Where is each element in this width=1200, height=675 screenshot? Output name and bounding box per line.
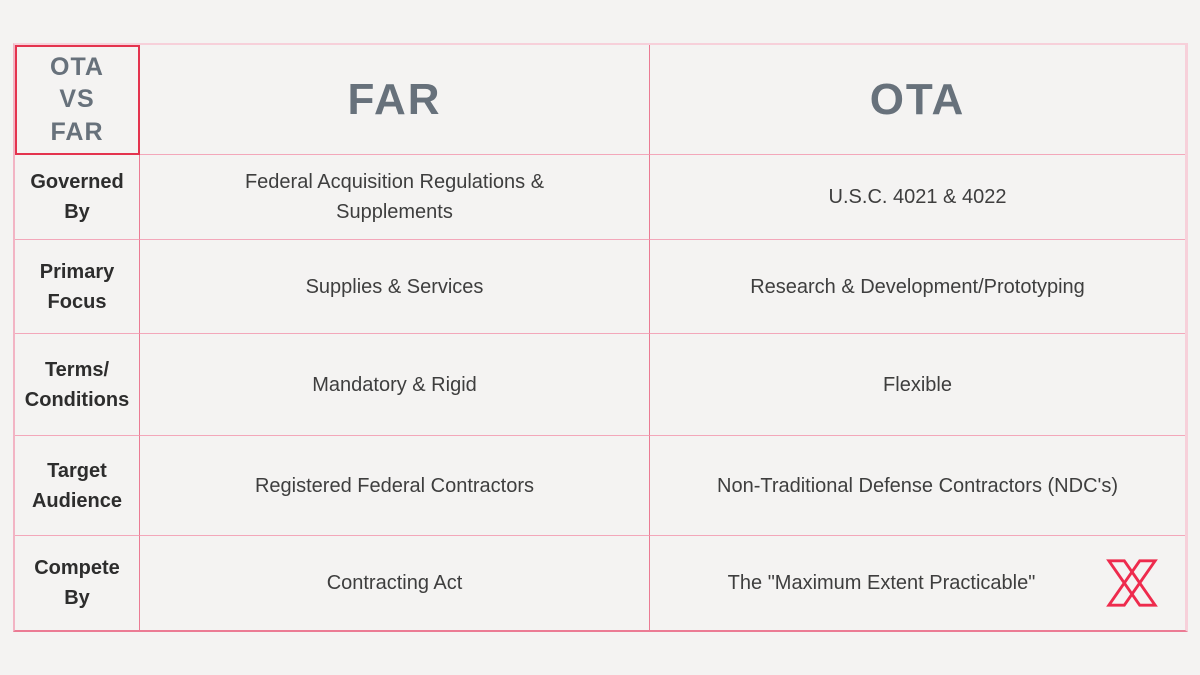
- cell-ota-target-audience: Non-Traditional Defense Contractors (NDC…: [650, 436, 1185, 536]
- row-label-line: By: [64, 587, 90, 609]
- row-label-terms-conditions: Terms/ Conditions: [15, 334, 140, 436]
- cell-text: Contracting Act: [326, 572, 463, 594]
- row-label-primary-focus: Primary Focus: [15, 240, 140, 334]
- row-label-line: Terms/: [44, 358, 110, 381]
- cell-ota-primary-focus: Research & Development/Prototyping: [650, 240, 1185, 334]
- row-label-line: Governed: [30, 171, 124, 193]
- ota-vs-far-comparison-table: OTA VS FAR FAR OTA Governed By Federal A…: [13, 43, 1188, 632]
- cell-text: U.S.C. 4021 & 4022: [828, 186, 1007, 208]
- cell-far-governed-by: Federal Acquisition Regulations & Supple…: [140, 155, 650, 240]
- column-header-far: FAR: [140, 45, 650, 155]
- cell-text: Flexible: [883, 373, 952, 396]
- cell-text: Supplies & Services: [305, 275, 484, 298]
- cell-text: Research & Development/Prototyping: [750, 275, 1085, 298]
- cell-ota-compete-by: The "Maximum Extent Practicable": [650, 536, 1185, 630]
- x-brand-logo-icon: [1103, 557, 1161, 609]
- corner-title-line: VS: [59, 85, 95, 114]
- cell-text: The "Maximum Extent Practicable": [727, 572, 1036, 594]
- cell-text: Registered Federal Contractors: [254, 474, 534, 497]
- cell-far-primary-focus: Supplies & Services: [140, 240, 650, 334]
- cell-text: Mandatory & Rigid: [312, 373, 477, 396]
- corner-title-line: OTA: [50, 52, 104, 81]
- column-header-ota: OTA: [650, 45, 1185, 155]
- row-label-compete-by: Compete By: [15, 536, 140, 630]
- cell-text: Non-Traditional Defense Contractors (NDC…: [717, 474, 1118, 497]
- row-label-line: Primary: [39, 260, 115, 283]
- row-label-target-audience: Target Audience: [15, 436, 140, 536]
- row-label-governed-by: Governed By: [15, 155, 140, 240]
- cell-far-compete-by: Contracting Act: [140, 536, 650, 630]
- cell-far-target-audience: Registered Federal Contractors: [140, 436, 650, 536]
- row-label-line: Target: [47, 459, 107, 482]
- corner-title-cell: OTA VS FAR: [15, 45, 140, 155]
- corner-title-line: FAR: [50, 117, 104, 146]
- cell-far-terms-conditions: Mandatory & Rigid: [140, 334, 650, 436]
- cell-ota-terms-conditions: Flexible: [650, 334, 1185, 436]
- row-label-line: Audience: [31, 489, 123, 512]
- row-label-line: Focus: [47, 290, 107, 313]
- row-label-line: Compete: [34, 557, 120, 579]
- row-label-line: By: [64, 201, 90, 223]
- cell-text: Federal Acquisition Regulations & Supple…: [244, 171, 545, 223]
- row-label-line: Conditions: [24, 388, 130, 411]
- cell-ota-governed-by: U.S.C. 4021 & 4022: [650, 155, 1185, 240]
